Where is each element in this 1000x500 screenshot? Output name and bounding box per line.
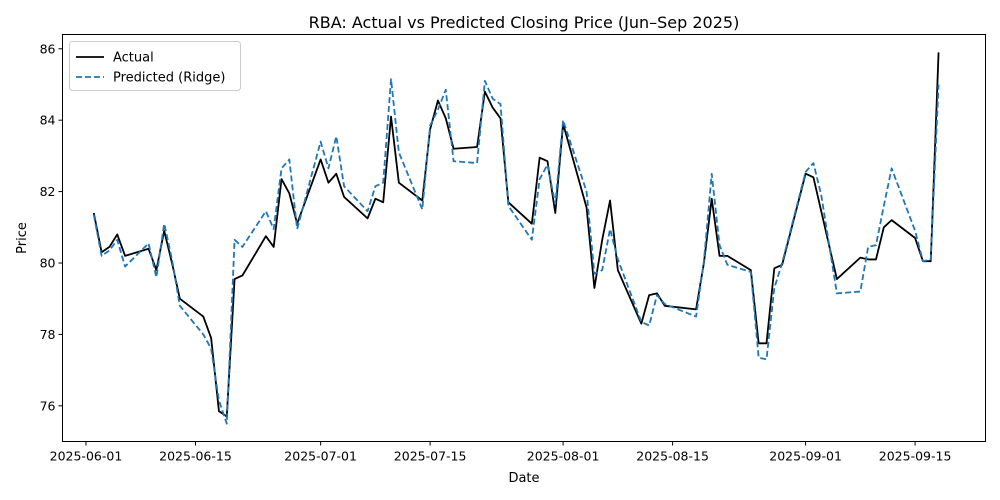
y-tick-label: 78 (40, 327, 56, 342)
y-axis-label: Price (15, 222, 30, 254)
legend-label-actual: Actual (113, 51, 154, 66)
legend-frame (69, 41, 241, 91)
y-tick-label: 86 (40, 41, 56, 56)
legend: Actual Predicted (Ridge) (69, 41, 241, 91)
x-axis: 2025-06-01 2025-06-15 2025-07-01 2025-07-15… (50, 441, 952, 464)
x-tick-label: 2025-07-01 (284, 449, 357, 464)
y-axis: 76 78 80 82 84 86 (40, 41, 63, 413)
y-tick-label: 80 (40, 255, 56, 270)
y-tick-label: 84 (40, 113, 56, 128)
series-line-predicted (92, 78, 940, 425)
x-tick-label: 2025-07-15 (394, 449, 467, 464)
series-line-actual (92, 52, 940, 418)
x-tick-label: 2025-06-01 (50, 449, 123, 464)
x-axis-label: Date (508, 471, 539, 486)
x-tick-label: 2025-06-15 (159, 449, 232, 464)
chart-title: RBA: Actual vs Predicted Closing Price (… (309, 13, 740, 32)
x-tick-label: 2025-08-15 (636, 449, 709, 464)
y-tick-label: 76 (40, 398, 56, 413)
x-tick-label: 2025-09-15 (879, 449, 952, 464)
legend-label-predicted: Predicted (Ridge) (113, 71, 225, 86)
x-tick-label: 2025-08-01 (527, 449, 600, 464)
plot-area (62, 34, 986, 442)
x-tick-label: 2025-09-01 (769, 449, 842, 464)
plot-frame (62, 34, 986, 442)
series-layer (92, 52, 940, 425)
y-tick-label: 82 (40, 184, 56, 199)
